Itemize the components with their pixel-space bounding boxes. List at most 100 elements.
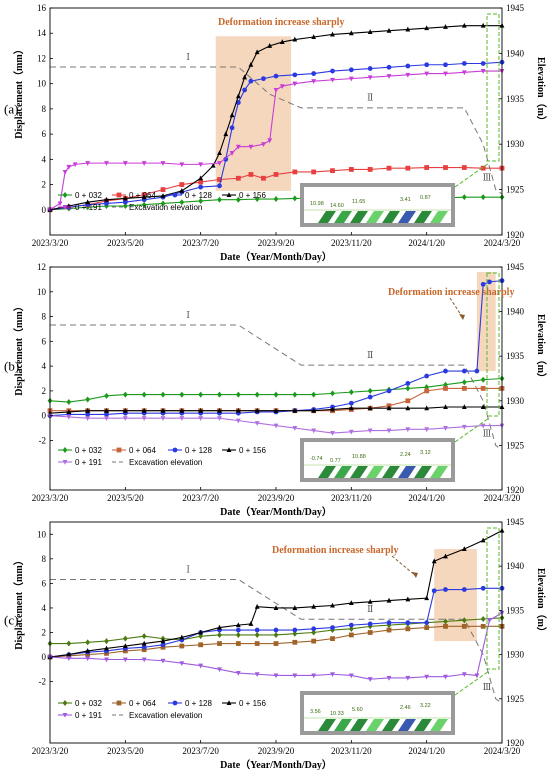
data-point	[217, 161, 222, 166]
data-point	[229, 112, 235, 118]
data-point	[198, 175, 204, 181]
data-point	[104, 650, 109, 656]
stage-label: Ⅱ	[367, 604, 373, 614]
chart-panel-2: Ⅰ Ⅱ Ⅲ -2 0 2 4 6 8 10 12 1920 1925 1930 1935 1940 1945 20…	[4, 262, 548, 518]
data-point	[179, 188, 185, 193]
data-point	[292, 72, 298, 78]
data-point	[405, 620, 411, 626]
inset-stratum	[350, 719, 368, 731]
inset-stratum	[382, 466, 400, 478]
x-tick-label: 2023/11/20	[331, 238, 372, 248]
data-point	[179, 182, 185, 187]
data-point	[122, 643, 128, 649]
data-point	[273, 641, 279, 646]
data-point	[217, 183, 222, 189]
data-point	[480, 537, 486, 543]
data-point	[254, 407, 260, 413]
data-point	[348, 67, 354, 73]
y2-tick-label: 1925	[506, 185, 525, 195]
data-point	[348, 167, 354, 172]
data-point	[330, 627, 335, 634]
data-point	[292, 639, 298, 645]
data-point	[443, 618, 448, 625]
data-point	[242, 74, 248, 80]
data-point	[348, 76, 354, 82]
y-tick-label: 8	[42, 104, 47, 114]
x-tick-label: 2024/3/20	[484, 746, 521, 756]
x-tick-label: 2023/3/20	[32, 493, 69, 503]
data-point	[85, 656, 91, 662]
data-point	[443, 674, 448, 680]
data-point	[405, 72, 411, 78]
data-point	[348, 400, 354, 406]
data-point	[367, 167, 373, 172]
data-point	[62, 169, 68, 175]
y-tick-label: 14	[37, 28, 47, 38]
data-point	[104, 196, 109, 202]
data-point	[424, 674, 430, 680]
legend-label: Excavation elevation	[129, 458, 202, 467]
data-point	[261, 142, 266, 147]
data-point	[248, 621, 254, 626]
data-point	[179, 416, 185, 421]
data-point	[311, 169, 317, 175]
data-point	[480, 585, 486, 591]
data-point	[160, 644, 166, 650]
data-point	[217, 624, 222, 630]
data-point	[198, 663, 204, 669]
data-point	[235, 627, 241, 633]
x-tick-label: 2023/3/20	[32, 746, 69, 756]
inset-stratum	[382, 211, 400, 223]
chart-panel-1: Ⅰ Ⅱ Ⅲ 0 2 4 6 8 10 12 14 16 1920 1925 1930 1935 1940 1945…	[4, 3, 548, 263]
data-point	[386, 165, 392, 171]
data-point	[273, 673, 279, 679]
data-point	[248, 144, 254, 150]
inset-stratum	[318, 466, 336, 478]
data-point	[443, 426, 448, 431]
data-point	[480, 69, 486, 74]
x-tick-label: 2024/1/20	[408, 493, 445, 503]
data-point	[198, 184, 204, 190]
excavation-elevation-line	[50, 324, 503, 451]
data-point	[443, 553, 448, 559]
data-point	[217, 196, 222, 203]
data-point	[424, 625, 430, 630]
data-point	[141, 407, 147, 413]
series-line	[49, 70, 502, 211]
data-point	[474, 368, 480, 374]
data-point	[235, 418, 241, 424]
legend-label: 0 + 191	[75, 711, 102, 720]
inset-value-label: 11.65	[352, 199, 365, 205]
inset-value-label: 3.12	[420, 450, 431, 456]
data-point	[223, 131, 229, 137]
data-point	[229, 151, 235, 156]
legend-swatch-marker	[62, 460, 68, 465]
data-point	[217, 177, 222, 182]
data-point	[85, 416, 91, 421]
y2-tick-label: 1920	[506, 485, 525, 495]
data-point	[248, 172, 254, 177]
data-point	[367, 621, 373, 627]
data-point	[367, 387, 373, 394]
data-point	[386, 620, 392, 626]
data-point	[386, 627, 392, 633]
inset-stratum	[414, 719, 432, 731]
inset-stratum	[318, 719, 336, 731]
data-point	[261, 175, 266, 181]
x-tick-label: 2023/5/20	[107, 746, 144, 756]
x-tick-label: 2024/3/20	[484, 493, 521, 503]
data-point	[461, 424, 467, 430]
y2-tick-label: 1920	[506, 230, 525, 240]
annotation-text: Deformation increase sharply	[272, 545, 398, 556]
series-line	[49, 587, 502, 658]
y2-tick-label: 1940	[506, 48, 525, 58]
y2-tick-label: 1920	[506, 738, 525, 748]
data-point	[405, 675, 411, 681]
data-point	[217, 416, 222, 421]
x-tick-label: 2024/1/20	[408, 238, 445, 248]
data-point	[405, 626, 411, 632]
series-0156	[47, 527, 505, 660]
data-point	[292, 426, 298, 431]
data-point	[273, 391, 279, 398]
y-tick-label: 8	[42, 554, 47, 564]
